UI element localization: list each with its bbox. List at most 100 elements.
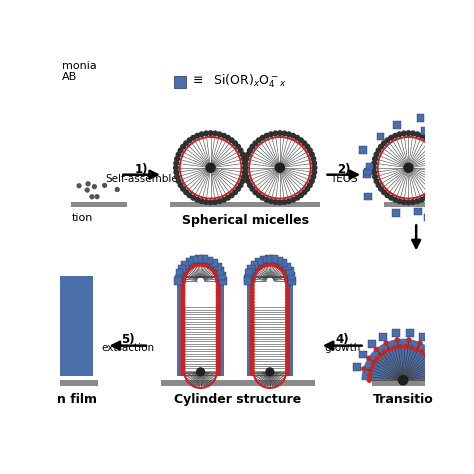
- Circle shape: [406, 131, 411, 136]
- Circle shape: [276, 264, 280, 268]
- Circle shape: [439, 156, 444, 161]
- Circle shape: [299, 193, 303, 198]
- Circle shape: [247, 183, 252, 187]
- Circle shape: [286, 333, 290, 337]
- Circle shape: [251, 277, 255, 281]
- Circle shape: [286, 355, 290, 359]
- Circle shape: [291, 198, 295, 202]
- FancyBboxPatch shape: [414, 208, 422, 215]
- Circle shape: [286, 368, 290, 372]
- Circle shape: [373, 156, 377, 161]
- Text: $\equiv$  Si(OR)$_x$O$_4^-$$_x$: $\equiv$ Si(OR)$_x$O$_4^-$$_x$: [190, 73, 287, 90]
- Circle shape: [216, 339, 220, 343]
- FancyBboxPatch shape: [170, 201, 320, 207]
- Circle shape: [282, 131, 287, 136]
- Circle shape: [181, 333, 185, 337]
- Circle shape: [86, 182, 90, 186]
- Text: 4): 4): [336, 333, 349, 346]
- Circle shape: [181, 346, 185, 349]
- FancyBboxPatch shape: [71, 201, 127, 207]
- Circle shape: [439, 174, 444, 179]
- FancyBboxPatch shape: [182, 261, 189, 269]
- Circle shape: [229, 193, 234, 198]
- FancyBboxPatch shape: [436, 184, 444, 192]
- Text: 1): 1): [135, 163, 148, 176]
- Circle shape: [204, 131, 209, 136]
- Circle shape: [175, 156, 180, 161]
- Circle shape: [286, 303, 290, 307]
- Circle shape: [216, 333, 220, 337]
- FancyBboxPatch shape: [445, 363, 453, 371]
- Circle shape: [199, 132, 204, 137]
- Circle shape: [250, 333, 254, 337]
- Circle shape: [187, 193, 192, 198]
- Circle shape: [295, 136, 300, 140]
- Circle shape: [175, 174, 180, 179]
- Circle shape: [286, 277, 290, 282]
- FancyBboxPatch shape: [427, 131, 434, 139]
- Circle shape: [204, 200, 209, 204]
- Circle shape: [229, 138, 234, 143]
- Circle shape: [181, 297, 185, 301]
- Circle shape: [178, 183, 183, 187]
- Circle shape: [441, 165, 446, 170]
- Circle shape: [181, 307, 185, 310]
- FancyBboxPatch shape: [288, 272, 295, 280]
- FancyBboxPatch shape: [174, 274, 182, 282]
- Circle shape: [211, 268, 216, 272]
- Circle shape: [246, 179, 250, 183]
- Circle shape: [216, 307, 220, 310]
- Circle shape: [216, 349, 220, 353]
- Circle shape: [250, 372, 254, 375]
- Circle shape: [310, 179, 314, 183]
- Circle shape: [191, 195, 196, 200]
- Circle shape: [226, 136, 230, 140]
- FancyBboxPatch shape: [217, 267, 224, 275]
- FancyBboxPatch shape: [191, 255, 198, 264]
- Circle shape: [244, 156, 249, 161]
- Circle shape: [243, 165, 247, 170]
- Circle shape: [286, 346, 290, 349]
- Circle shape: [374, 347, 378, 351]
- Circle shape: [431, 141, 435, 146]
- Circle shape: [181, 319, 185, 323]
- Circle shape: [187, 138, 192, 143]
- FancyBboxPatch shape: [441, 171, 449, 179]
- Circle shape: [181, 294, 185, 298]
- Circle shape: [252, 273, 256, 277]
- Circle shape: [372, 161, 376, 165]
- Circle shape: [250, 187, 255, 191]
- Circle shape: [308, 183, 312, 187]
- Circle shape: [247, 148, 252, 153]
- Circle shape: [186, 268, 190, 272]
- Circle shape: [385, 138, 390, 143]
- Circle shape: [261, 264, 265, 267]
- FancyBboxPatch shape: [372, 380, 434, 386]
- Circle shape: [433, 367, 437, 371]
- Circle shape: [312, 170, 317, 174]
- Circle shape: [181, 326, 185, 330]
- Circle shape: [273, 263, 277, 267]
- Circle shape: [216, 319, 220, 323]
- Circle shape: [216, 300, 220, 304]
- Circle shape: [216, 342, 220, 346]
- Circle shape: [181, 313, 185, 317]
- FancyBboxPatch shape: [421, 128, 428, 135]
- Text: Self-assemble: Self-assemble: [105, 174, 178, 184]
- Circle shape: [216, 368, 220, 372]
- FancyBboxPatch shape: [392, 210, 400, 217]
- Circle shape: [181, 277, 185, 282]
- Circle shape: [423, 136, 428, 140]
- Circle shape: [187, 267, 191, 271]
- FancyBboxPatch shape: [270, 255, 278, 263]
- Circle shape: [207, 264, 211, 268]
- Circle shape: [283, 272, 287, 275]
- Circle shape: [440, 161, 445, 165]
- Circle shape: [250, 349, 254, 353]
- Circle shape: [182, 277, 186, 281]
- Circle shape: [401, 131, 406, 136]
- Circle shape: [181, 303, 185, 307]
- Circle shape: [181, 358, 185, 362]
- Circle shape: [216, 352, 220, 356]
- Circle shape: [418, 341, 422, 345]
